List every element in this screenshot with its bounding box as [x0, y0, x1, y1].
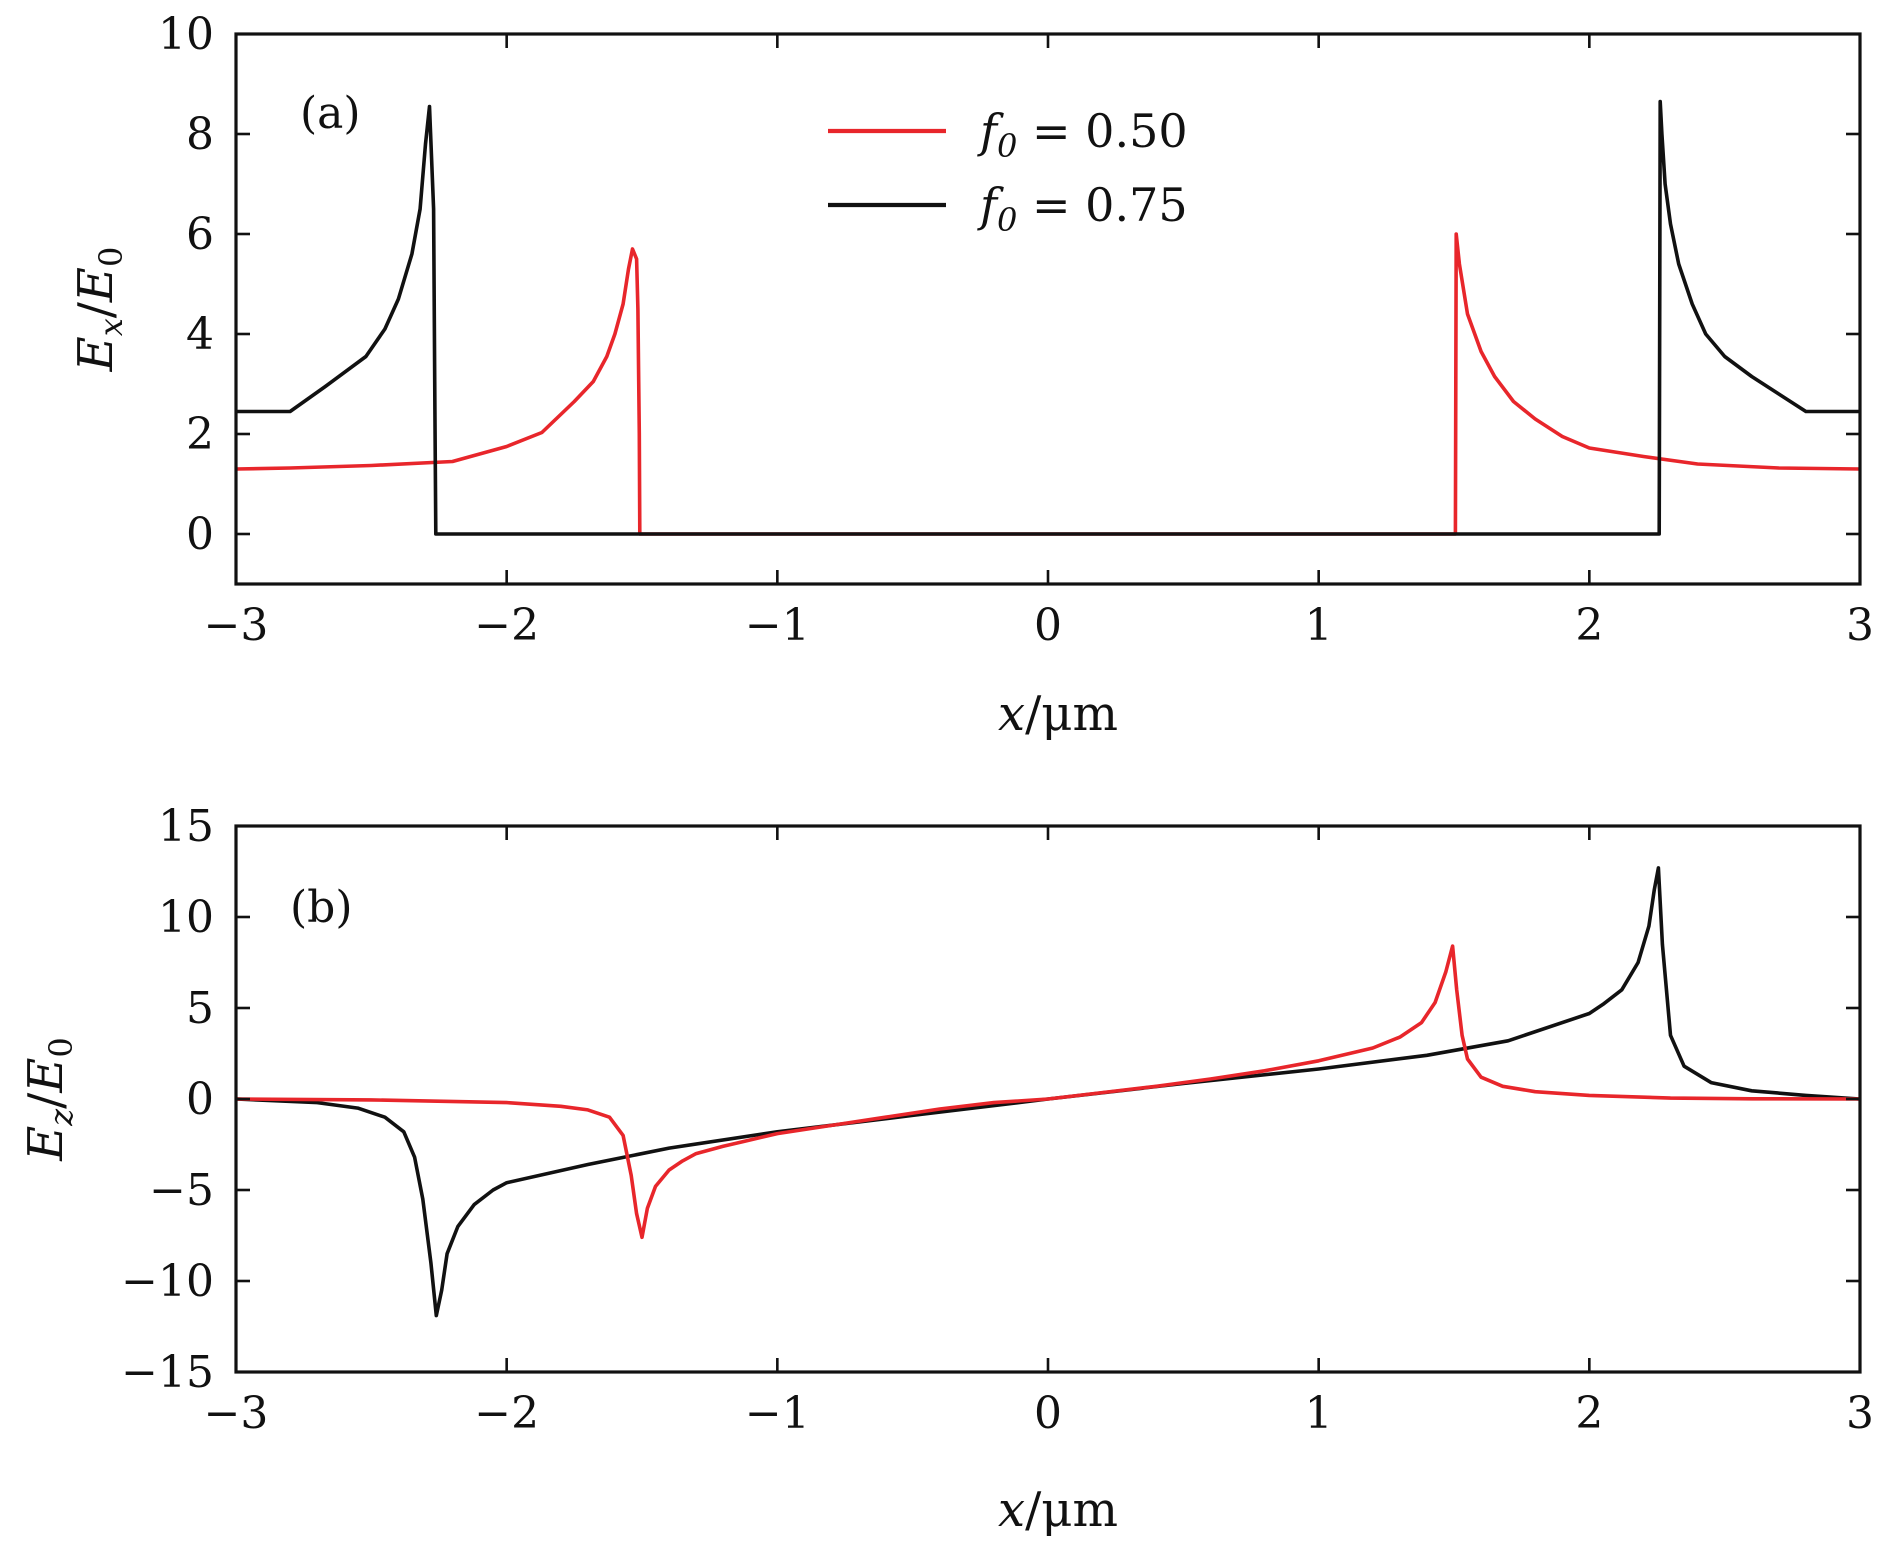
x-tick-label-a: 1: [1305, 600, 1333, 651]
y-tick-label-b: −15: [121, 1347, 214, 1398]
legend-label-f050: f0 = 0.50: [977, 104, 1188, 165]
y-tick-label-a: 10: [158, 9, 214, 60]
x-tick-label-b: −1: [745, 1388, 810, 1439]
x-tick-label-a: 2: [1575, 600, 1603, 651]
y-tick-label-b: 10: [158, 892, 214, 943]
panel-label-b: (b): [290, 882, 353, 933]
x-tick-label-b: 2: [1575, 1388, 1603, 1439]
x-tick-label-b: −3: [204, 1388, 269, 1439]
y-tick-label-b: 15: [158, 801, 214, 852]
y-tick-label-b: −10: [121, 1256, 214, 1307]
x-tick-label-b: −2: [474, 1388, 539, 1439]
y-tick-label-a: 6: [186, 209, 214, 260]
x-tick-label-b: 3: [1846, 1388, 1874, 1439]
x-tick-label-b: 1: [1305, 1388, 1333, 1439]
plot-area-a: [236, 99, 1860, 536]
series-line-b-f075: [236, 866, 1860, 1318]
legend-label-f075: f0 = 0.75: [977, 178, 1188, 239]
y-tick-label-b: −5: [149, 1165, 214, 1216]
x-tick-label-a: 3: [1846, 600, 1874, 651]
y-tick-label-a: 2: [186, 409, 214, 460]
y-tick-label-a: 4: [186, 309, 214, 360]
series-line-a-f075: [236, 99, 1860, 536]
series-line-a-f050: [236, 232, 1860, 536]
x-tick-label-b: 0: [1034, 1388, 1062, 1439]
x-tick-label-a: 0: [1034, 600, 1062, 651]
y-tick-label-a: 8: [186, 109, 214, 160]
panel-label-a: (a): [300, 88, 361, 139]
y-tick-label-b: 5: [186, 983, 214, 1034]
y-tick-label-b: 0: [186, 1074, 214, 1125]
x-tick-label-a: −3: [204, 600, 269, 651]
panel-a-ex-vs-x: −3 −2 −1 0 1 2 3 0 2 4 6 8 10 (a) f0 = 0.50 f0 = 0.7…: [68, 9, 1874, 742]
ticks-a: −3 −2 −1 0 1 2 3 0 2 4 6 8 10: [158, 9, 1874, 651]
y-tick-label-a: 0: [186, 509, 214, 560]
legend: f0 = 0.50 f0 = 0.75: [828, 104, 1188, 239]
y-axis-label-b: Ez/E0: [18, 1037, 80, 1161]
series-line-b-f050: [236, 944, 1860, 1240]
x-axis-label-b: x/μm: [998, 1482, 1118, 1538]
x-axis-label-a: x/μm: [998, 686, 1118, 742]
plot-area-b: [236, 866, 1860, 1318]
x-tick-label-a: −1: [745, 600, 810, 651]
x-tick-label-a: −2: [474, 600, 539, 651]
y-axis-label-a: Ex/E0: [68, 247, 130, 373]
